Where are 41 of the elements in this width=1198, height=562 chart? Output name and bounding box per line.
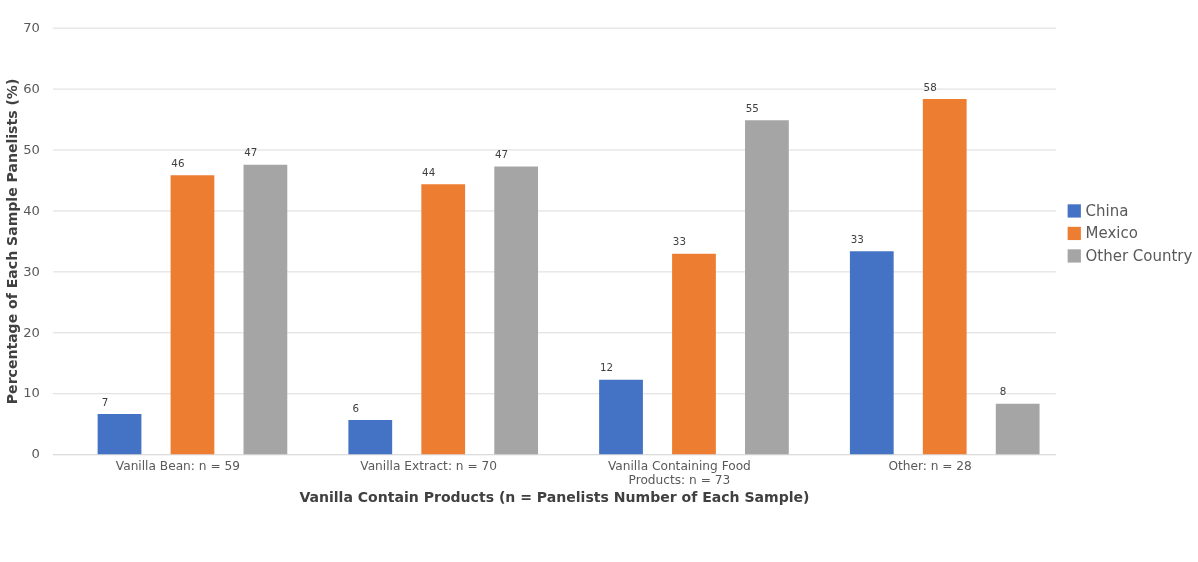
legend-label: Mexico xyxy=(1085,224,1138,243)
y-tick-label: 40 xyxy=(23,202,40,218)
y-tick-label: 70 xyxy=(23,19,40,35)
bar xyxy=(745,120,789,455)
x-tick-label: Other: n = 28 xyxy=(888,458,972,473)
x-axis-title: Vanilla Contain Products (n = Panelists Number of Each Sample) xyxy=(299,488,810,505)
data-label: 33 xyxy=(850,232,864,245)
bar xyxy=(494,166,539,455)
bar xyxy=(348,420,393,455)
legend-label: Other Country xyxy=(1085,246,1193,265)
y-tick-label: 30 xyxy=(23,263,40,279)
bar xyxy=(599,379,643,455)
y-tick-label: 60 xyxy=(23,80,40,96)
bar xyxy=(421,184,466,455)
data-label: 12 xyxy=(599,361,613,374)
legend-label: China xyxy=(1085,201,1129,220)
x-tick-label: Vanilla Containing Food Products: n = 73 xyxy=(607,458,751,487)
data-label: 58 xyxy=(923,80,937,93)
data-label: 6 xyxy=(352,401,359,414)
data-label: 55 xyxy=(745,101,759,114)
bar xyxy=(170,175,215,455)
data-label: 47 xyxy=(244,146,258,159)
bar xyxy=(995,403,1040,455)
y-tick-label: 0 xyxy=(31,446,40,462)
data-label: 33 xyxy=(672,235,686,248)
y-tick-label: 10 xyxy=(23,385,40,401)
data-label: 46 xyxy=(171,156,185,169)
data-label: 8 xyxy=(999,385,1007,398)
bar xyxy=(922,98,967,455)
bar xyxy=(672,253,716,455)
y-axis-title: Percentage of Each Sample Panelists (%) xyxy=(3,78,20,405)
bar xyxy=(243,164,288,455)
data-label: 47 xyxy=(495,148,509,161)
data-label: 7 xyxy=(101,395,109,408)
y-tick-label: 50 xyxy=(23,141,40,157)
bar xyxy=(97,413,142,455)
bar xyxy=(849,251,894,455)
y-tick-label: 20 xyxy=(23,324,40,340)
data-label: 44 xyxy=(422,165,436,178)
x-tick-label: Vanilla Extract: n = 70 xyxy=(360,458,497,473)
x-tick-label: Vanilla Bean: n = 59 xyxy=(115,458,240,473)
